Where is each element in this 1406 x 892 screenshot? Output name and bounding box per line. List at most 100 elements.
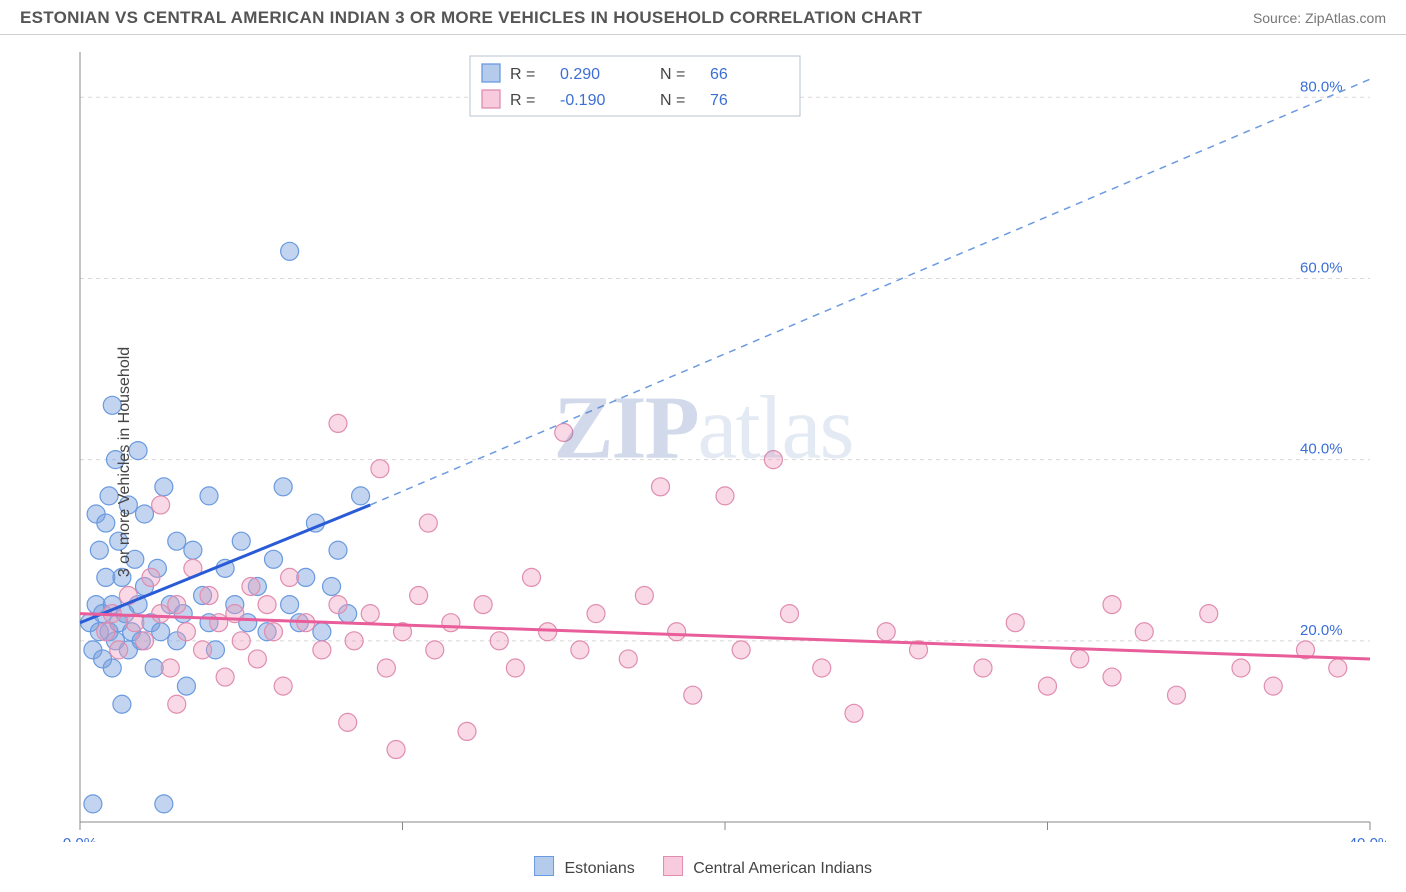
chart-area: 3 or more Vehicles in Household 20.0%40.… — [20, 42, 1386, 882]
data-point — [387, 741, 405, 759]
data-point — [377, 659, 395, 677]
data-point — [97, 568, 115, 586]
data-point — [652, 478, 670, 496]
data-point — [426, 641, 444, 659]
data-point — [845, 704, 863, 722]
legend-swatch-blue — [534, 856, 554, 876]
data-point — [587, 605, 605, 623]
legend-N-value-blue: 66 — [710, 66, 728, 83]
legend-R-label: R = — [510, 66, 535, 83]
data-point — [136, 632, 154, 650]
legend-item-estonians: Estonians — [534, 856, 635, 878]
x-tick-label: 0.0% — [63, 835, 97, 842]
data-point — [168, 532, 186, 550]
data-point — [571, 641, 589, 659]
x-tick-label: 40.0% — [1349, 835, 1386, 842]
legend-R-value-pink: -0.190 — [560, 92, 605, 109]
data-point — [329, 541, 347, 559]
data-point — [161, 659, 179, 677]
data-point — [339, 713, 357, 731]
chart-source: Source: ZipAtlas.com — [1253, 10, 1386, 26]
data-point — [113, 695, 131, 713]
data-point — [371, 460, 389, 478]
y-axis-label: 3 or more Vehicles in Household — [116, 347, 134, 577]
data-point — [168, 596, 186, 614]
data-point — [142, 568, 160, 586]
data-point — [184, 541, 202, 559]
data-point — [232, 632, 250, 650]
data-point — [555, 423, 573, 441]
data-point — [90, 541, 108, 559]
data-point — [248, 650, 266, 668]
data-point — [1006, 614, 1024, 632]
data-point — [635, 587, 653, 605]
data-point — [764, 451, 782, 469]
data-point — [1329, 659, 1347, 677]
data-point — [145, 659, 163, 677]
scatter-plot-svg: 20.0%40.0%60.0%80.0%0.0%40.0%R =0.290N =… — [20, 42, 1386, 842]
data-point — [410, 587, 428, 605]
data-point — [458, 722, 476, 740]
data-point — [474, 596, 492, 614]
data-point — [732, 641, 750, 659]
data-point — [281, 596, 299, 614]
data-point — [168, 695, 186, 713]
bottom-legend: Estonians Central American Indians — [534, 856, 872, 878]
data-point — [97, 514, 115, 532]
data-point — [781, 605, 799, 623]
legend-swatch-pink — [663, 856, 683, 876]
data-point — [1103, 668, 1121, 686]
legend-R-value-blue: 0.290 — [560, 66, 600, 83]
data-point — [523, 568, 541, 586]
data-point — [258, 596, 276, 614]
data-point — [152, 605, 170, 623]
data-point — [210, 614, 228, 632]
data-point — [152, 496, 170, 514]
data-point — [619, 650, 637, 668]
legend-N-label: N = — [660, 66, 685, 83]
y-tick-label: 60.0% — [1300, 259, 1343, 276]
data-point — [323, 577, 341, 595]
data-point — [265, 623, 283, 641]
data-point — [361, 605, 379, 623]
data-point — [155, 795, 173, 813]
data-point — [442, 614, 460, 632]
data-point — [684, 686, 702, 704]
data-point — [155, 478, 173, 496]
data-point — [265, 550, 283, 568]
data-point — [1039, 677, 1057, 695]
data-point — [194, 641, 212, 659]
data-point — [813, 659, 831, 677]
trend-line-blue-dashed — [370, 79, 1370, 505]
data-point — [716, 487, 734, 505]
chart-title: ESTONIAN VS CENTRAL AMERICAN INDIAN 3 OR… — [20, 8, 922, 28]
data-point — [668, 623, 686, 641]
data-point — [177, 677, 195, 695]
legend-item-central-american-indians: Central American Indians — [663, 856, 872, 878]
data-point — [313, 623, 331, 641]
data-point — [974, 659, 992, 677]
data-point — [136, 505, 154, 523]
data-point — [329, 596, 347, 614]
data-point — [103, 659, 121, 677]
data-point — [110, 641, 128, 659]
data-point — [1232, 659, 1250, 677]
legend-swatch-blue — [482, 64, 500, 82]
data-point — [200, 487, 218, 505]
y-tick-label: 80.0% — [1300, 78, 1343, 95]
data-point — [1200, 605, 1218, 623]
data-point — [242, 577, 260, 595]
data-point — [419, 514, 437, 532]
legend-N-label: N = — [660, 92, 685, 109]
data-point — [97, 623, 115, 641]
data-point — [297, 568, 315, 586]
data-point — [1168, 686, 1186, 704]
data-point — [152, 623, 170, 641]
data-point — [345, 632, 363, 650]
data-point — [274, 677, 292, 695]
data-point — [177, 623, 195, 641]
data-point — [352, 487, 370, 505]
data-point — [490, 632, 508, 650]
data-point — [281, 568, 299, 586]
data-point — [232, 532, 250, 550]
